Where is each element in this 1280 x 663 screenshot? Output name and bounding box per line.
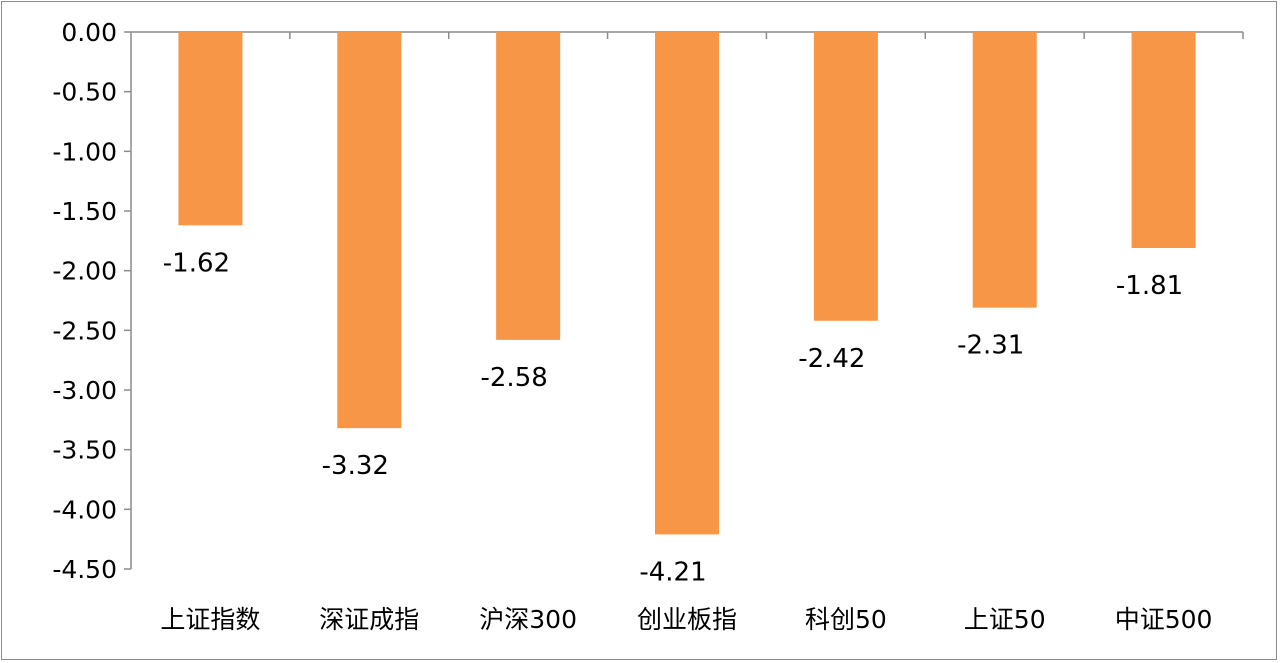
labels: 0.00 -0.50 -1.00 -1.50 -2.00 -2.50 -3.00 -3.50 -… [52,18,1212,634]
category-label: 沪深300 [479,605,577,634]
category-label: 深证成指 [319,605,419,634]
y-tick-label: -4.00 [52,495,117,524]
category-label: 科创50 [805,605,887,634]
category-label: 中证500 [1115,605,1213,634]
bar [972,32,1037,308]
category-label: 上证指数 [160,605,260,634]
data-label: -3.32 [322,451,389,481]
data-label: -1.62 [163,248,230,278]
y-tick-label: -3.50 [52,436,117,465]
bar [655,32,719,535]
bars [178,32,1196,535]
y-tick-label: -0.50 [52,78,117,107]
bar [813,32,878,321]
y-tick-label: -4.50 [52,555,117,584]
y-tick-label: -3.00 [52,376,117,405]
bar [496,32,561,340]
y-tick-label: -1.00 [52,137,117,166]
data-label: -2.58 [481,363,548,393]
y-tick-label: 0.00 [61,18,117,47]
data-label: -4.21 [639,557,706,587]
bar [178,32,243,226]
category-label: 上证50 [964,605,1046,634]
y-tick-label: -2.50 [52,316,117,345]
category-label: 创业板指 [637,605,737,634]
y-tick-label: -2.00 [52,257,117,286]
y-tick-label: -1.50 [52,197,117,226]
bar [337,32,402,429]
data-label: -2.31 [957,331,1024,361]
data-label: -2.42 [798,344,865,374]
data-label: -1.81 [1116,271,1183,301]
bar [1131,32,1196,248]
